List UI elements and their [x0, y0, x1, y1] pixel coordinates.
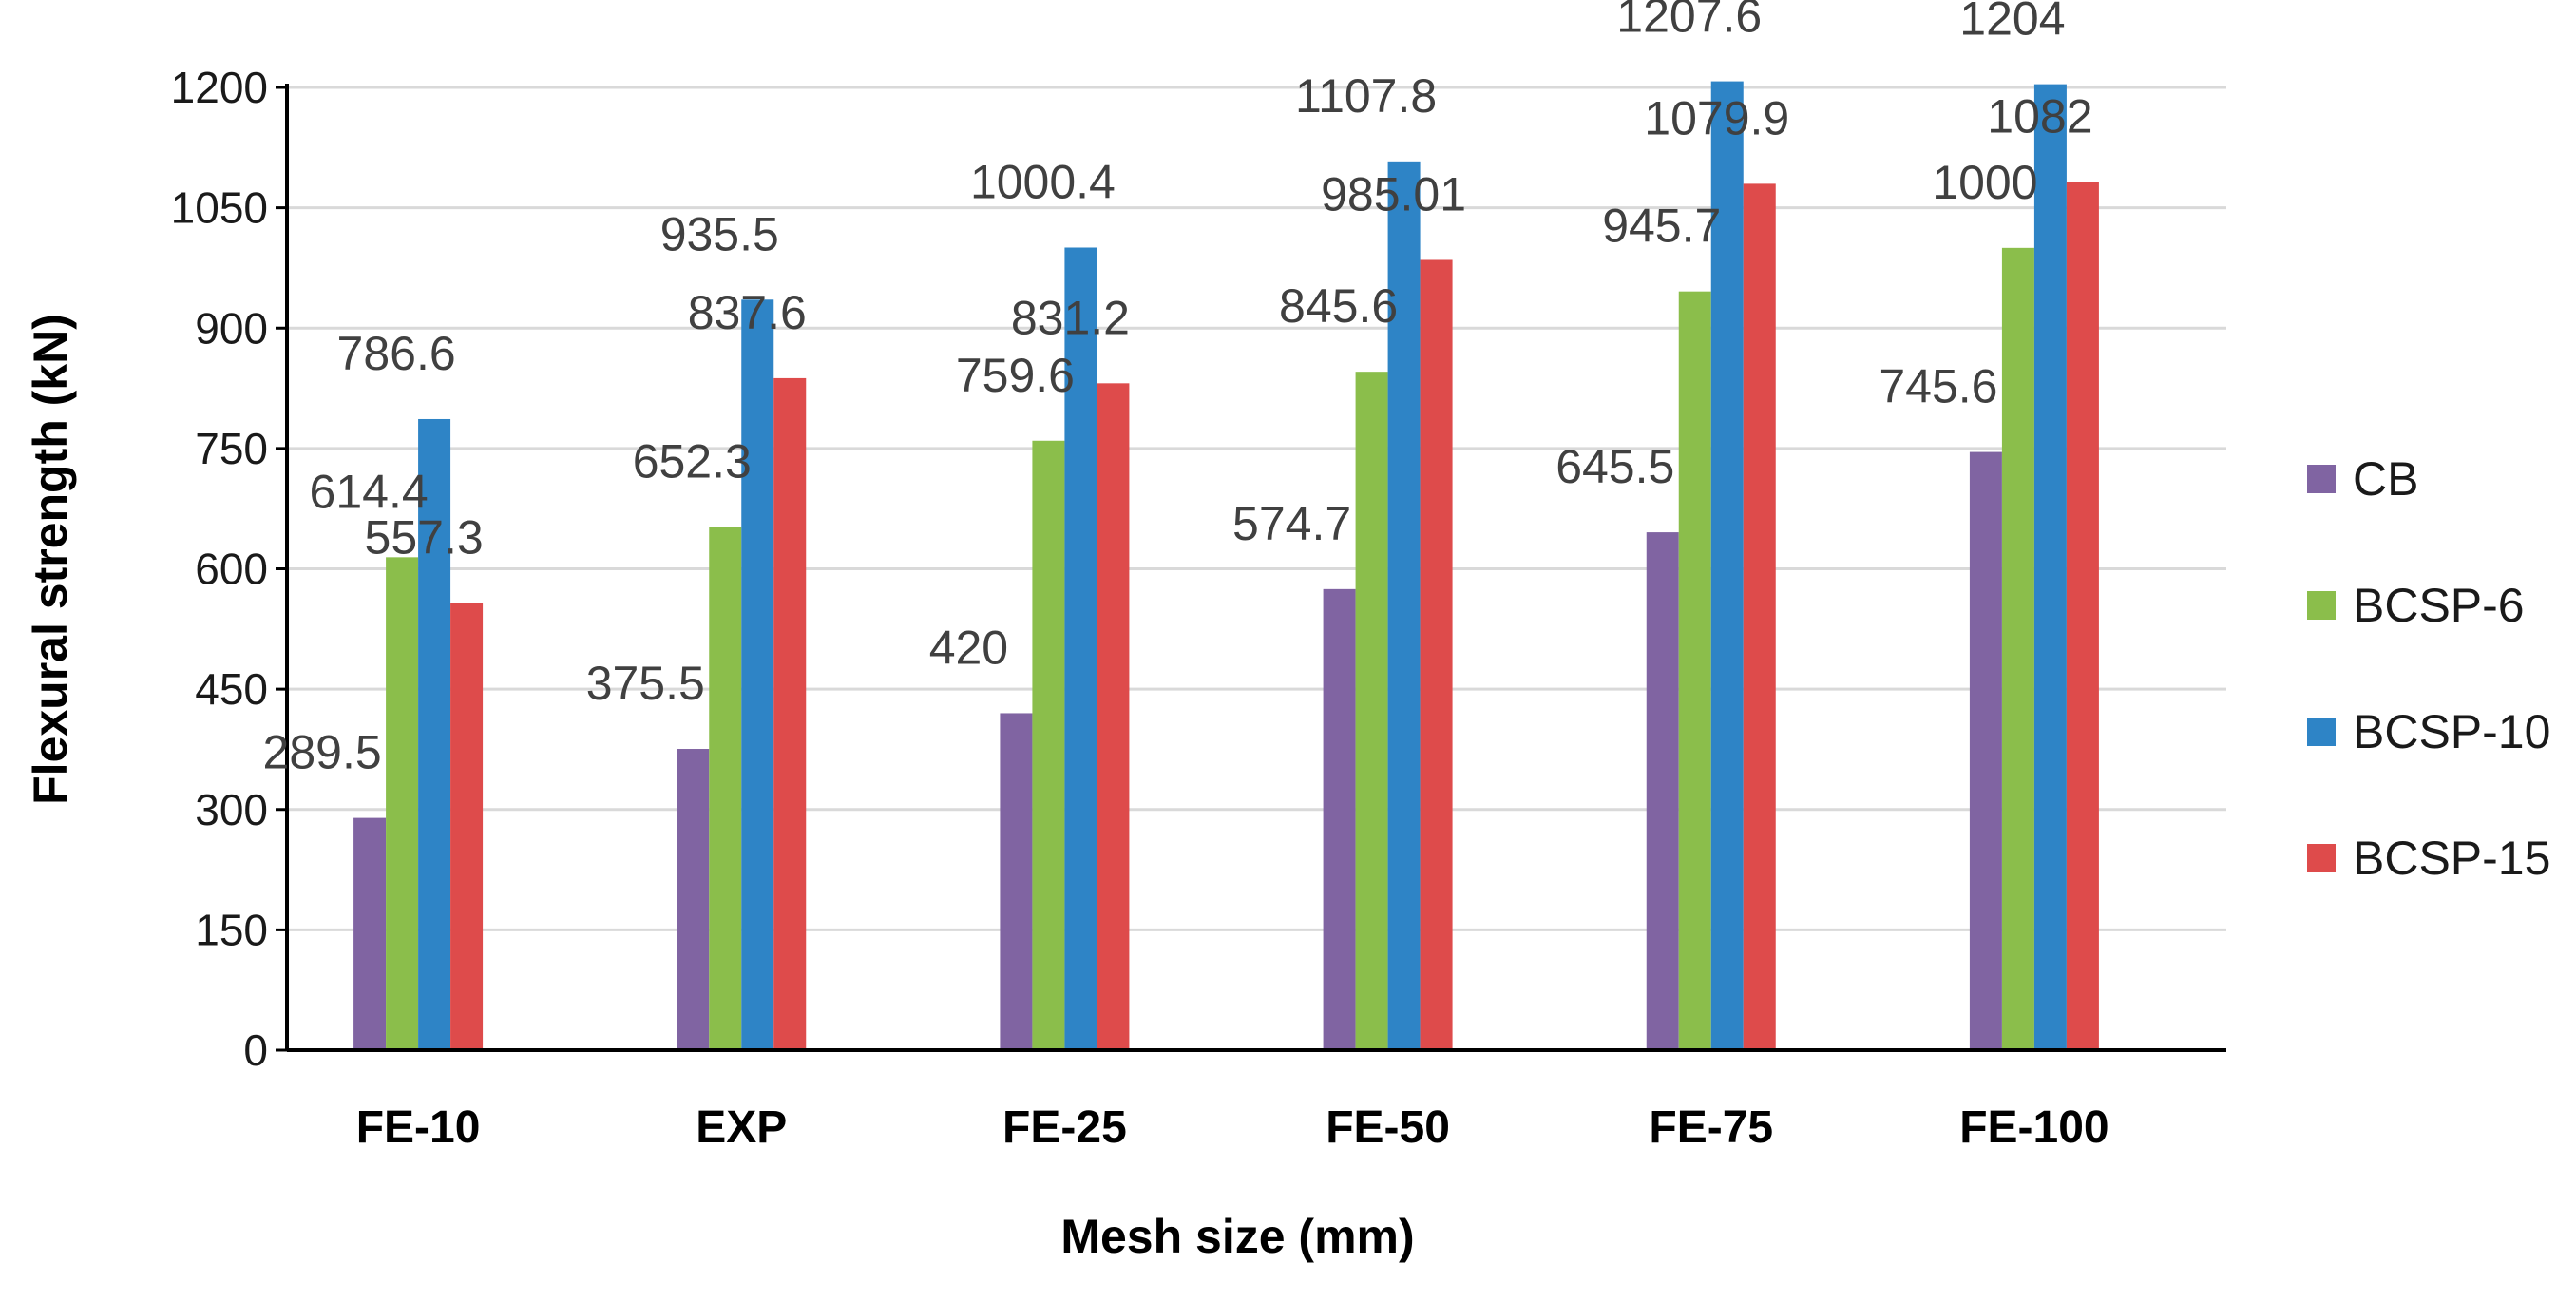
x-tick-label: FE-25	[1002, 1102, 1127, 1153]
bar-bcsp-10	[418, 418, 451, 1050]
legend-swatch	[2307, 465, 2336, 493]
data-label: 1000	[1932, 156, 2037, 209]
data-label: 845.6	[1279, 279, 1398, 333]
data-label: 985.01	[1321, 167, 1466, 220]
legend-label: CB	[2353, 452, 2418, 506]
data-label: 1107.8	[1295, 69, 1437, 123]
data-label: 289.5	[263, 726, 382, 779]
data-labels: 289.5 375.5 420 574.7 645.5 745.6 614.4 652.3 75…	[263, 0, 2093, 779]
bar-bcsp-10	[1710, 81, 1744, 1050]
x-tick-label: FE-75	[1649, 1102, 1773, 1153]
data-label: 831.2	[1011, 291, 1130, 344]
x-axis-title: Mesh size (mm)	[1060, 1210, 1414, 1263]
data-label: 645.5	[1555, 440, 1674, 493]
bar-bcsp-6	[2001, 247, 2034, 1050]
bar-bcsp-6	[386, 557, 419, 1050]
bar-bcsp-15	[773, 377, 807, 1050]
data-label: 1207.6	[1616, 0, 1762, 43]
axes: 0 150 300 450 600 750 900 1050 1200 FE-10 EXP FE-25…	[171, 63, 2226, 1153]
legend-swatch	[2307, 591, 2336, 620]
bar-bcsp-15	[1743, 183, 1776, 1051]
bar-bcsp-6	[1355, 372, 1388, 1050]
bar-bcsp-6	[709, 527, 742, 1050]
bar-bcsp-15	[1097, 383, 1130, 1050]
bar-bcsp-10	[741, 299, 774, 1050]
legend-swatch	[2307, 844, 2336, 872]
bar-bcsp-15	[450, 603, 484, 1050]
y-tick-label: 150	[195, 905, 268, 954]
x-tick-label: FE-100	[1959, 1102, 2109, 1153]
data-label: 945.7	[1602, 200, 1721, 253]
data-label: 574.7	[1232, 497, 1351, 550]
data-label: 614.4	[310, 465, 429, 518]
x-tick-label: EXP	[696, 1102, 787, 1153]
bar-cb	[353, 817, 387, 1050]
y-tick-label: 900	[195, 303, 268, 353]
y-tick-label: 0	[243, 1025, 268, 1075]
data-label: 759.6	[956, 349, 1075, 402]
legend-label: BCSP-6	[2353, 579, 2525, 632]
bar-bcsp-10	[1387, 161, 1421, 1051]
bar-bcsp-10	[1064, 247, 1097, 1050]
bar-bcsp-6	[1032, 440, 1065, 1050]
data-label: 1000.4	[970, 155, 1116, 208]
gridlines	[287, 86, 2226, 931]
data-label: 1082	[1987, 90, 2092, 144]
x-tick-label: FE-10	[356, 1102, 481, 1153]
data-label: 375.5	[586, 657, 705, 710]
bar-cb	[1323, 588, 1356, 1050]
y-tick-label: 1050	[171, 183, 268, 233]
bar-bcsp-15	[1420, 259, 1453, 1050]
data-label: 652.3	[633, 434, 752, 488]
bar-bcsp-6	[1678, 291, 1711, 1050]
bar-cb	[1969, 451, 2002, 1050]
data-label: 935.5	[660, 207, 779, 260]
bar-cb	[1646, 532, 1679, 1050]
bar-bcsp-15	[2066, 182, 2099, 1050]
data-label: 786.6	[337, 327, 456, 380]
data-label: 420	[929, 621, 1008, 674]
bar-cb	[677, 749, 710, 1050]
bars	[353, 81, 2099, 1051]
data-label: 837.6	[688, 286, 807, 339]
legend: CB BCSP-6 BCSP-10 BCSP-15	[2307, 452, 2550, 885]
y-tick-label: 750	[195, 424, 268, 473]
legend-swatch	[2307, 718, 2336, 746]
legend-label: BCSP-15	[2353, 832, 2550, 885]
data-label: 1079.9	[1644, 91, 1789, 144]
y-axis-title: Flexural strength (kN)	[24, 314, 77, 805]
y-tick-label: 1200	[171, 63, 268, 112]
x-tick-label: FE-50	[1326, 1102, 1450, 1153]
y-tick-label: 300	[195, 785, 268, 834]
bar-bcsp-10	[2033, 84, 2067, 1050]
y-tick-label: 600	[195, 545, 268, 594]
bar-cb	[1000, 713, 1033, 1050]
data-label: 745.6	[1879, 360, 1997, 413]
legend-label: BCSP-10	[2353, 705, 2550, 758]
data-label: 557.3	[365, 511, 484, 565]
data-label: 1204	[1959, 0, 2065, 46]
y-tick-label: 450	[195, 664, 268, 714]
